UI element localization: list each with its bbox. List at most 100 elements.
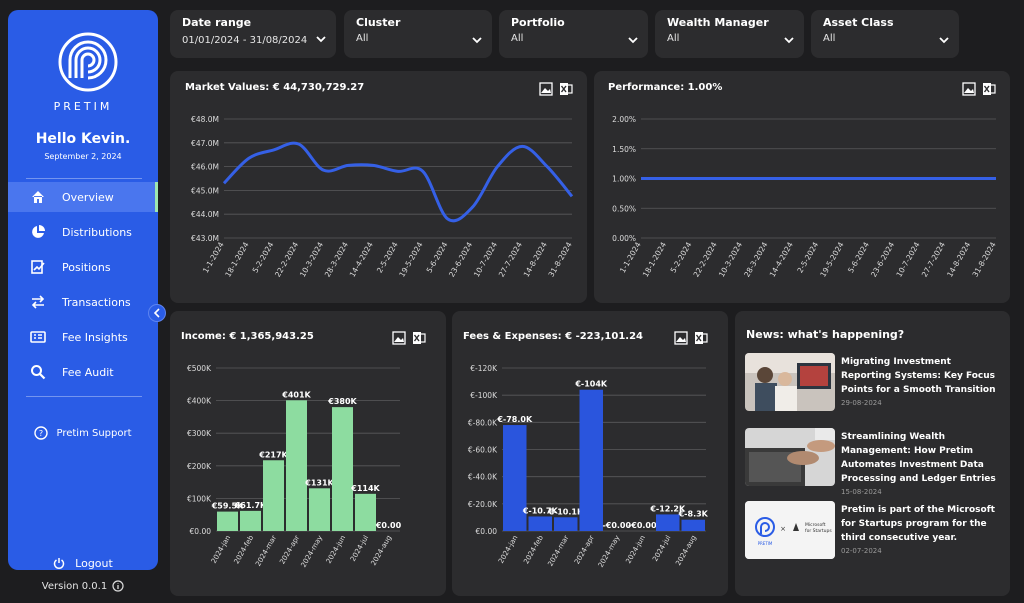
filter-asset-class[interactable]: Asset Class All — [811, 10, 959, 58]
image-export-icon[interactable] — [962, 82, 976, 96]
nav-item-distributions[interactable]: Distributions — [8, 217, 158, 247]
performance-chart: 0.00% 0.50% 1.00% 1.50% 2.00% 1-1-202418-1-20… — [612, 115, 998, 279]
divider — [26, 178, 142, 179]
x-tick-label: 2024-jun — [624, 534, 647, 565]
image-export-icon[interactable] — [539, 82, 553, 96]
current-date: September 2, 2024 — [44, 152, 122, 161]
chevron-down-icon — [784, 37, 794, 44]
data-label: -€0.00 — [602, 521, 631, 530]
x-tick-label: 18-1-2024 — [641, 240, 668, 278]
data-label: €59.5K — [211, 502, 244, 511]
bar — [263, 460, 284, 531]
chevron-down-icon — [939, 37, 949, 44]
data-label: €0.00 — [375, 521, 402, 530]
excel-export-icon[interactable] — [412, 331, 426, 345]
data-label: €-10.1K — [547, 507, 584, 516]
power-icon — [53, 558, 65, 569]
export-icons — [674, 331, 708, 345]
news-headline: Pretim is part of the Microsoft for Star… — [841, 505, 995, 543]
data-label: €-78.0K — [496, 415, 533, 424]
x-tick-label: 2024-apr — [278, 534, 301, 566]
data-label: €217K — [258, 450, 288, 459]
bar — [503, 425, 527, 531]
fees-panel: Fees & Expenses: € -223,101.24 €0.00 €-20… — [452, 311, 728, 596]
logout-button[interactable]: Logout — [8, 554, 158, 572]
news-item[interactable]: PRETIM × Microsoft for Startups Pretim i… — [745, 501, 1001, 561]
nav-item-overview[interactable]: Overview — [8, 182, 158, 212]
nav-label: Fee Insights — [62, 330, 128, 344]
x-tick-label: 2024-jan — [210, 534, 232, 565]
support-label: Pretim Support — [56, 427, 132, 439]
nav-item-transactions[interactable]: Transactions — [8, 287, 158, 317]
x-tick-label: 14-8-2024 — [945, 240, 972, 278]
x-tick-label: 19-5-2024 — [397, 240, 424, 278]
news-item[interactable]: Streamlining Wealth Management: How Pret… — [745, 428, 1001, 496]
filter-cluster[interactable]: Cluster All — [344, 10, 492, 58]
x-tick-label: 2024-mar — [546, 534, 570, 568]
y-tick-label: €47.0M — [191, 139, 219, 148]
export-icons — [392, 331, 426, 345]
x-tick-label: 5-6-2024 — [425, 240, 450, 274]
news-item[interactable]: Migrating Investment Reporting Systems: … — [745, 353, 1001, 413]
image-export-icon[interactable] — [392, 331, 406, 345]
y-tick-label: €100K — [187, 494, 212, 503]
news-headline: Migrating Investment Reporting Systems: … — [841, 357, 996, 395]
sidebar: PRETIM Hello Kevin. September 2, 2024 Ov… — [8, 10, 158, 570]
filter-wealth-manager[interactable]: Wealth Manager All — [655, 10, 804, 58]
x-tick-label: 14-4-2024 — [768, 240, 795, 278]
laptop-photo-icon — [745, 428, 835, 486]
filter-label: Asset Class — [823, 16, 894, 29]
excel-export-icon[interactable] — [982, 82, 996, 96]
y-tick-label: 1.00% — [612, 175, 636, 184]
help-circle-icon: ? — [34, 426, 49, 440]
nav-label: Transactions — [62, 295, 131, 309]
filter-label: Portfolio — [511, 16, 565, 29]
collapse-sidebar-button[interactable] — [148, 304, 166, 322]
nav-item-fee-insights[interactable]: Fee Insights — [8, 322, 158, 352]
y-tick-label: €44.0M — [191, 210, 219, 219]
pretim-logo-icon — [58, 32, 118, 92]
x-tick-label: 1-1-2024 — [618, 240, 643, 274]
excel-export-icon[interactable] — [559, 82, 573, 96]
panel-title: Market Values: € 44,730,729.27 — [185, 82, 365, 93]
partner-logos-icon: PRETIM × Microsoft for Startups — [745, 501, 835, 559]
greeting: Hello Kevin. — [35, 131, 131, 147]
support-link[interactable]: ? Pretim Support — [8, 423, 158, 443]
x-tick-label: 10-7-2024 — [894, 240, 921, 278]
x-tick-label: 31-8-2024 — [547, 240, 574, 278]
filter-date-range[interactable]: Date range 01/01/2024 - 31/08/2024 — [170, 10, 336, 58]
x-tick-label: 2024-jan — [497, 534, 519, 565]
nav-item-fee-audit[interactable]: Fee Audit — [8, 357, 158, 387]
filter-label: Date range — [182, 16, 252, 29]
y-tick-label: €48.0M — [191, 115, 219, 124]
bar — [579, 389, 603, 531]
news-panel: News: what's happening? Migrating Invest… — [735, 311, 1010, 596]
filter-portfolio[interactable]: Portfolio All — [499, 10, 648, 58]
y-tick-label: 0.50% — [612, 204, 636, 213]
y-tick-label: 2.00% — [612, 115, 636, 124]
news-date: 29-08-2024 — [841, 399, 882, 407]
filter-value: All — [667, 33, 680, 44]
x-tick-label: 5-6-2024 — [846, 240, 871, 274]
x-tick-label: 2024-apr — [573, 534, 596, 566]
data-label: €-12.2K — [649, 504, 686, 513]
y-tick-label: €45.0M — [191, 186, 219, 195]
document-chart-icon — [31, 260, 45, 274]
excel-export-icon[interactable] — [694, 331, 708, 345]
x-tick-label: 28-3-2024 — [323, 240, 350, 278]
data-label: €61.7K — [234, 501, 267, 510]
news-date: 02-07-2024 — [841, 547, 882, 555]
y-tick-label: €-40.0K — [468, 473, 498, 482]
image-export-icon[interactable] — [674, 331, 688, 345]
receipt-icon — [30, 331, 46, 343]
y-tick-label: €46.0M — [191, 163, 219, 172]
nav-item-positions[interactable]: Positions — [8, 252, 158, 282]
search-icon — [31, 365, 46, 380]
y-tick-label: 0.00% — [612, 234, 636, 243]
filter-label: Wealth Manager — [667, 16, 769, 29]
data-label: €-8.3K — [678, 510, 709, 519]
svg-text:?: ? — [39, 429, 43, 438]
info-icon[interactable] — [112, 580, 124, 592]
chevron-down-icon — [628, 37, 638, 44]
panel-title: Fees & Expenses: € -223,101.24 — [463, 331, 643, 342]
